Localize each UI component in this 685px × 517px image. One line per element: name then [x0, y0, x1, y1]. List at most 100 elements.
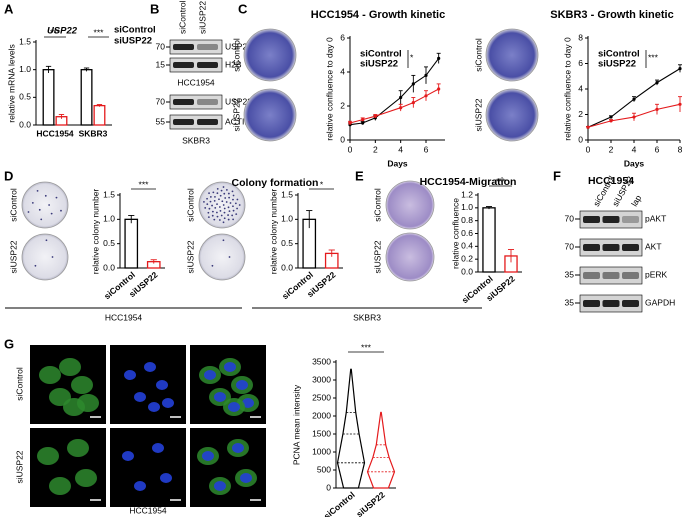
point — [609, 115, 613, 119]
panel-label: B — [150, 1, 159, 16]
colony — [223, 217, 226, 220]
x-tick-label: 0 — [348, 144, 353, 154]
colony — [55, 196, 58, 199]
x-tick-label: SKBR3 — [79, 128, 108, 138]
protein-label: H2B — [225, 59, 242, 69]
y-tick-label: 0.8 — [461, 215, 473, 225]
micrograph — [30, 428, 106, 507]
band — [197, 62, 218, 68]
image-row-label: siControl — [185, 188, 195, 222]
y-tick-label: 8 — [578, 32, 583, 42]
colony — [222, 204, 225, 206]
panel-label: G — [4, 336, 14, 351]
y-tick-label: 1.0 — [103, 214, 115, 224]
nucleus — [204, 370, 216, 380]
bar — [80, 69, 93, 126]
x-tick-label: 6 — [424, 144, 429, 154]
bar — [93, 104, 106, 126]
significance: *** — [94, 27, 105, 37]
colony — [44, 194, 47, 197]
colony — [206, 197, 208, 200]
colony — [207, 211, 210, 214]
cell-line: SKBR3 — [353, 312, 381, 322]
nucleus — [134, 392, 146, 402]
colony — [232, 198, 234, 201]
colony — [225, 189, 228, 191]
colony — [236, 207, 238, 210]
nucleus — [240, 473, 252, 483]
y-tick-label: 1500 — [312, 428, 331, 438]
cell-line: SKBR3 — [182, 135, 210, 145]
colony — [232, 194, 235, 197]
y-tick-label: 1.5 — [103, 189, 115, 199]
image-row-label: siControl — [372, 188, 382, 222]
y-tick-label: 0 — [578, 134, 583, 144]
nucleus — [152, 443, 164, 453]
x-tick-label: 4 — [632, 144, 637, 154]
mw-marker: 15 — [156, 59, 166, 69]
point — [399, 106, 403, 110]
panel-title: HCC1954 — [588, 175, 634, 187]
bar — [482, 207, 496, 273]
colony — [232, 209, 235, 212]
mw-marker: 70 — [565, 241, 575, 251]
cell-signal — [59, 358, 81, 376]
colony — [38, 208, 41, 211]
colony — [231, 190, 234, 193]
lane-label: lap — [629, 193, 643, 208]
colony — [214, 206, 217, 209]
panel-label: D — [4, 168, 13, 183]
colony — [228, 210, 231, 213]
colony — [218, 206, 221, 208]
y-tick-label: 0.0 — [461, 266, 473, 276]
cell-signal — [49, 477, 71, 495]
cell-signal — [75, 469, 97, 487]
colony — [211, 264, 214, 267]
point — [678, 102, 682, 106]
y-tick-label: 0.5 — [281, 238, 293, 248]
nucleus — [202, 451, 214, 461]
mw-marker: 70 — [565, 213, 575, 223]
colony — [229, 202, 232, 204]
cell-signal — [63, 398, 85, 416]
protein-label: USP22 — [225, 96, 252, 106]
colony — [222, 186, 225, 188]
y-tick-label: 4 — [340, 66, 345, 76]
bar — [124, 218, 139, 269]
channel-label: merge — [193, 347, 217, 357]
y-axis-label: PCNA mean intensity — [291, 384, 301, 465]
x-tick-label: 2 — [609, 144, 614, 154]
y-tick-label: 2000 — [312, 410, 331, 420]
panel-label: E — [355, 168, 364, 183]
band — [583, 272, 600, 279]
image-row-label: siUSP22 — [473, 98, 483, 131]
significance: *** — [139, 179, 150, 189]
x-tick-label: HCC1954 — [36, 128, 74, 138]
y-tick-label: 2 — [578, 109, 583, 119]
nucleus — [162, 398, 174, 408]
colony — [220, 214, 223, 217]
colony — [50, 212, 53, 215]
colony — [232, 205, 234, 208]
y-axis-label: relative colony number — [90, 189, 100, 275]
point — [424, 73, 428, 77]
violin — [336, 368, 366, 489]
colony — [223, 207, 226, 210]
y-tick-label: 1.0 — [281, 214, 293, 224]
panel-title: Colony formation — [232, 177, 319, 189]
colony — [218, 198, 220, 201]
mw-marker: 35 — [565, 297, 575, 307]
cell-signal — [39, 366, 61, 384]
y-axis-label: relative confluence to day 0 — [324, 37, 334, 141]
x-axis-label: Days — [387, 158, 408, 168]
y-axis-label: relative confluence to day 0 — [562, 37, 572, 141]
y-tick-label: 0.0 — [19, 119, 31, 129]
y-axis-label: relative colony number — [268, 189, 278, 275]
x-tick-label: siControl — [322, 490, 357, 517]
y-tick-label: 2 — [340, 100, 345, 110]
cell-signal — [67, 439, 89, 457]
colony — [48, 204, 51, 206]
colony — [220, 189, 223, 192]
colony — [235, 213, 238, 216]
